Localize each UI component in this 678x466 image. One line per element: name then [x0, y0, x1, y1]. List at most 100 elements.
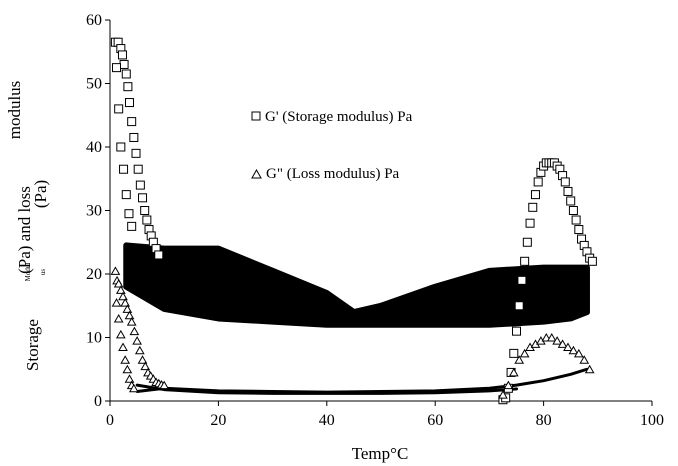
point-loss: [122, 304, 133, 313]
y-axis-title-part-5: us: [39, 269, 47, 276]
point-storage: [512, 326, 521, 336]
point-loss: [113, 279, 124, 288]
point-loss: [118, 291, 128, 301]
point-loss: [120, 355, 131, 364]
point-loss: [137, 355, 148, 364]
point-loss: [111, 298, 122, 307]
point-storage: [121, 190, 131, 200]
legend-label-loss: G" (Loss modulus) Pa: [266, 166, 400, 182]
point-storage: [140, 206, 150, 215]
point-storage: [587, 256, 597, 266]
point-loss: [579, 355, 590, 364]
y-axis-title-part-2: (Pa) and loss: [15, 186, 34, 274]
x-tick-label: 20: [210, 412, 226, 429]
point-loss: [519, 348, 530, 358]
x-tick-label: 100: [640, 412, 664, 429]
point-storage: [135, 180, 145, 190]
point-loss: [546, 332, 557, 342]
dense-bands: [123, 242, 590, 395]
point-storage: [560, 177, 570, 187]
point-storage: [530, 190, 540, 200]
y-axis-title: modulus (Pa) and loss (Pa) Modul us Stor…: [5, 81, 50, 371]
x-tick-label: 60: [427, 412, 443, 429]
point-storage: [514, 301, 524, 311]
point-loss: [124, 374, 135, 383]
point-storage: [525, 218, 535, 228]
point-storage: [112, 63, 122, 73]
point-loss: [573, 348, 584, 358]
y-axis-title-part-6: Storage: [23, 319, 42, 371]
point-loss: [110, 266, 121, 275]
point-storage: [142, 215, 152, 225]
point-storage: [574, 225, 584, 235]
y-axis-title-part-3: (Pa): [31, 180, 50, 208]
y-tick-label: 30: [86, 203, 102, 220]
point-loss: [557, 339, 568, 348]
point-loss: [159, 380, 170, 390]
point-loss: [129, 326, 140, 336]
point-loss: [118, 342, 128, 352]
point-storage: [123, 82, 133, 92]
point-storage: [124, 209, 134, 219]
point-storage: [119, 164, 129, 174]
y-tick-label: 20: [86, 266, 102, 283]
point-loss: [113, 313, 124, 323]
x-tick-label: 40: [319, 412, 335, 429]
point-storage: [117, 50, 127, 60]
y-axis-title-part-1: modulus: [5, 81, 24, 140]
point-storage: [119, 59, 129, 69]
point-loss: [120, 298, 131, 307]
point-storage: [121, 69, 131, 79]
y-tick-label: 40: [86, 139, 102, 156]
point-storage: [571, 215, 581, 225]
legend-marker-loss: [251, 168, 262, 179]
point-storage: [129, 132, 139, 142]
point-loss: [568, 345, 579, 355]
point-storage: [563, 186, 573, 196]
point-storage: [528, 202, 538, 212]
legend-marker-storage: [251, 111, 261, 121]
dense-curve: [135, 367, 589, 394]
dense-curve: [135, 383, 518, 395]
ticks: 0 20 40 60 80 100 0 10 20 30 40 50 60: [86, 12, 664, 429]
y-tick-label: 0: [94, 393, 102, 410]
point-loss: [134, 345, 145, 355]
point-loss: [140, 361, 151, 371]
point-storage: [133, 164, 143, 174]
point-loss: [115, 329, 126, 339]
point-storage: [114, 104, 124, 114]
legend: G' (Storage modulus) Pa G" (Loss modulus…: [251, 109, 413, 182]
point-loss: [514, 355, 525, 364]
y-axis-title-part-4: Modul: [24, 263, 32, 282]
point-storage: [566, 196, 576, 206]
point-loss: [552, 336, 563, 345]
point-loss: [563, 342, 573, 352]
point-storage: [116, 142, 126, 152]
point-loss: [126, 317, 137, 326]
point-loss: [503, 380, 514, 390]
x-tick-label: 80: [536, 412, 552, 429]
point-storage: [131, 148, 141, 158]
point-storage: [138, 193, 148, 203]
point-loss: [115, 285, 126, 294]
point-storage: [127, 117, 137, 127]
point-storage: [533, 177, 543, 187]
point-loss: [508, 367, 519, 377]
data-points: [110, 37, 597, 405]
dense-band: [123, 242, 590, 328]
point-storage: [125, 98, 135, 108]
y-tick-label: 60: [86, 12, 102, 29]
point-storage: [568, 206, 578, 215]
point-loss: [128, 383, 139, 393]
point-loss: [498, 390, 508, 399]
legend-label-storage: G' (Storage modulus) Pa: [265, 109, 413, 125]
x-tick-label: 0: [106, 412, 114, 429]
point-loss: [124, 310, 135, 320]
point-storage: [520, 256, 530, 266]
y-tick-label: 50: [86, 76, 102, 93]
x-axis-title: Temp°C: [352, 444, 409, 463]
point-storage: [522, 237, 532, 247]
point-loss: [584, 364, 595, 374]
point-loss: [122, 364, 133, 374]
